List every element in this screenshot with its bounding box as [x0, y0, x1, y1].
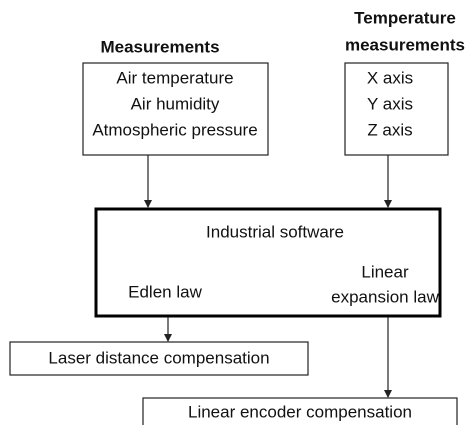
box — [344, 62, 449, 156]
node-line: Atmospheric pressure — [92, 120, 257, 139]
node-line: Air temperature — [116, 68, 233, 87]
box — [9, 341, 309, 376]
node-line: Z axis — [367, 120, 412, 139]
box — [94, 207, 442, 318]
node-title: measurements — [345, 35, 465, 54]
node-title: Temperature — [354, 8, 456, 27]
node-line: X axis — [367, 68, 413, 87]
node-line: Edlen law — [128, 282, 202, 301]
node-title: Industrial software — [206, 222, 344, 241]
node-label: Laser distance compensation — [48, 348, 269, 367]
node-line: expansion law — [331, 287, 439, 306]
node-label: Linear encoder compensation — [188, 402, 412, 421]
box — [82, 62, 269, 156]
node-line: Y axis — [367, 94, 413, 113]
node-line: Air humidity — [131, 94, 220, 113]
box — [142, 397, 458, 425]
node-title: Measurements — [100, 37, 219, 56]
node-line: Linear — [361, 262, 409, 281]
